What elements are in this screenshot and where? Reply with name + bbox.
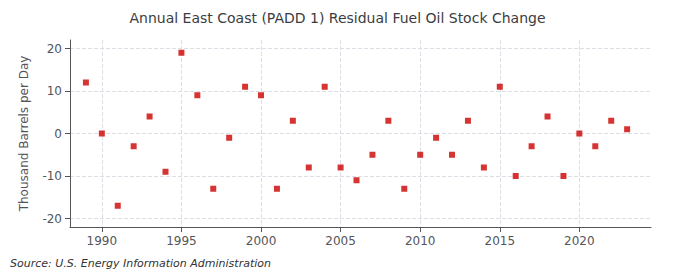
svg-text:-20: -20 bbox=[42, 212, 62, 226]
svg-text:20: 20 bbox=[47, 42, 62, 56]
svg-text:2005: 2005 bbox=[325, 234, 356, 248]
svg-text:1995: 1995 bbox=[166, 234, 197, 248]
svg-text:-10: -10 bbox=[42, 169, 62, 183]
svg-text:0: 0 bbox=[54, 127, 62, 141]
svg-text:2015: 2015 bbox=[485, 234, 516, 248]
svg-text:Source: U.S. Energy Informatio: Source: U.S. Energy Information Administ… bbox=[10, 257, 271, 270]
svg-text:1990: 1990 bbox=[87, 234, 118, 248]
svg-text:Annual East Coast (PADD 1) Res: Annual East Coast (PADD 1) Residual Fuel… bbox=[129, 10, 545, 26]
svg-text:10: 10 bbox=[47, 84, 62, 98]
svg-text:2020: 2020 bbox=[564, 234, 595, 248]
svg-text:Thousand Barrels per Day: Thousand Barrels per Day bbox=[17, 56, 31, 213]
svg-text:2010: 2010 bbox=[405, 234, 436, 248]
svg-text:2000: 2000 bbox=[246, 234, 277, 248]
